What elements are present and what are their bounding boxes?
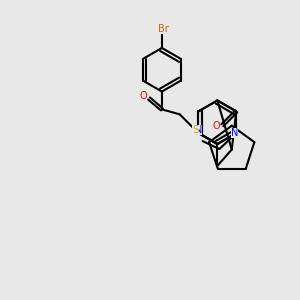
Text: N: N [195,125,202,135]
Text: S: S [192,125,199,135]
Text: O: O [139,91,147,100]
Text: Br: Br [158,24,168,34]
Text: O: O [213,121,220,131]
Text: N: N [231,128,238,138]
